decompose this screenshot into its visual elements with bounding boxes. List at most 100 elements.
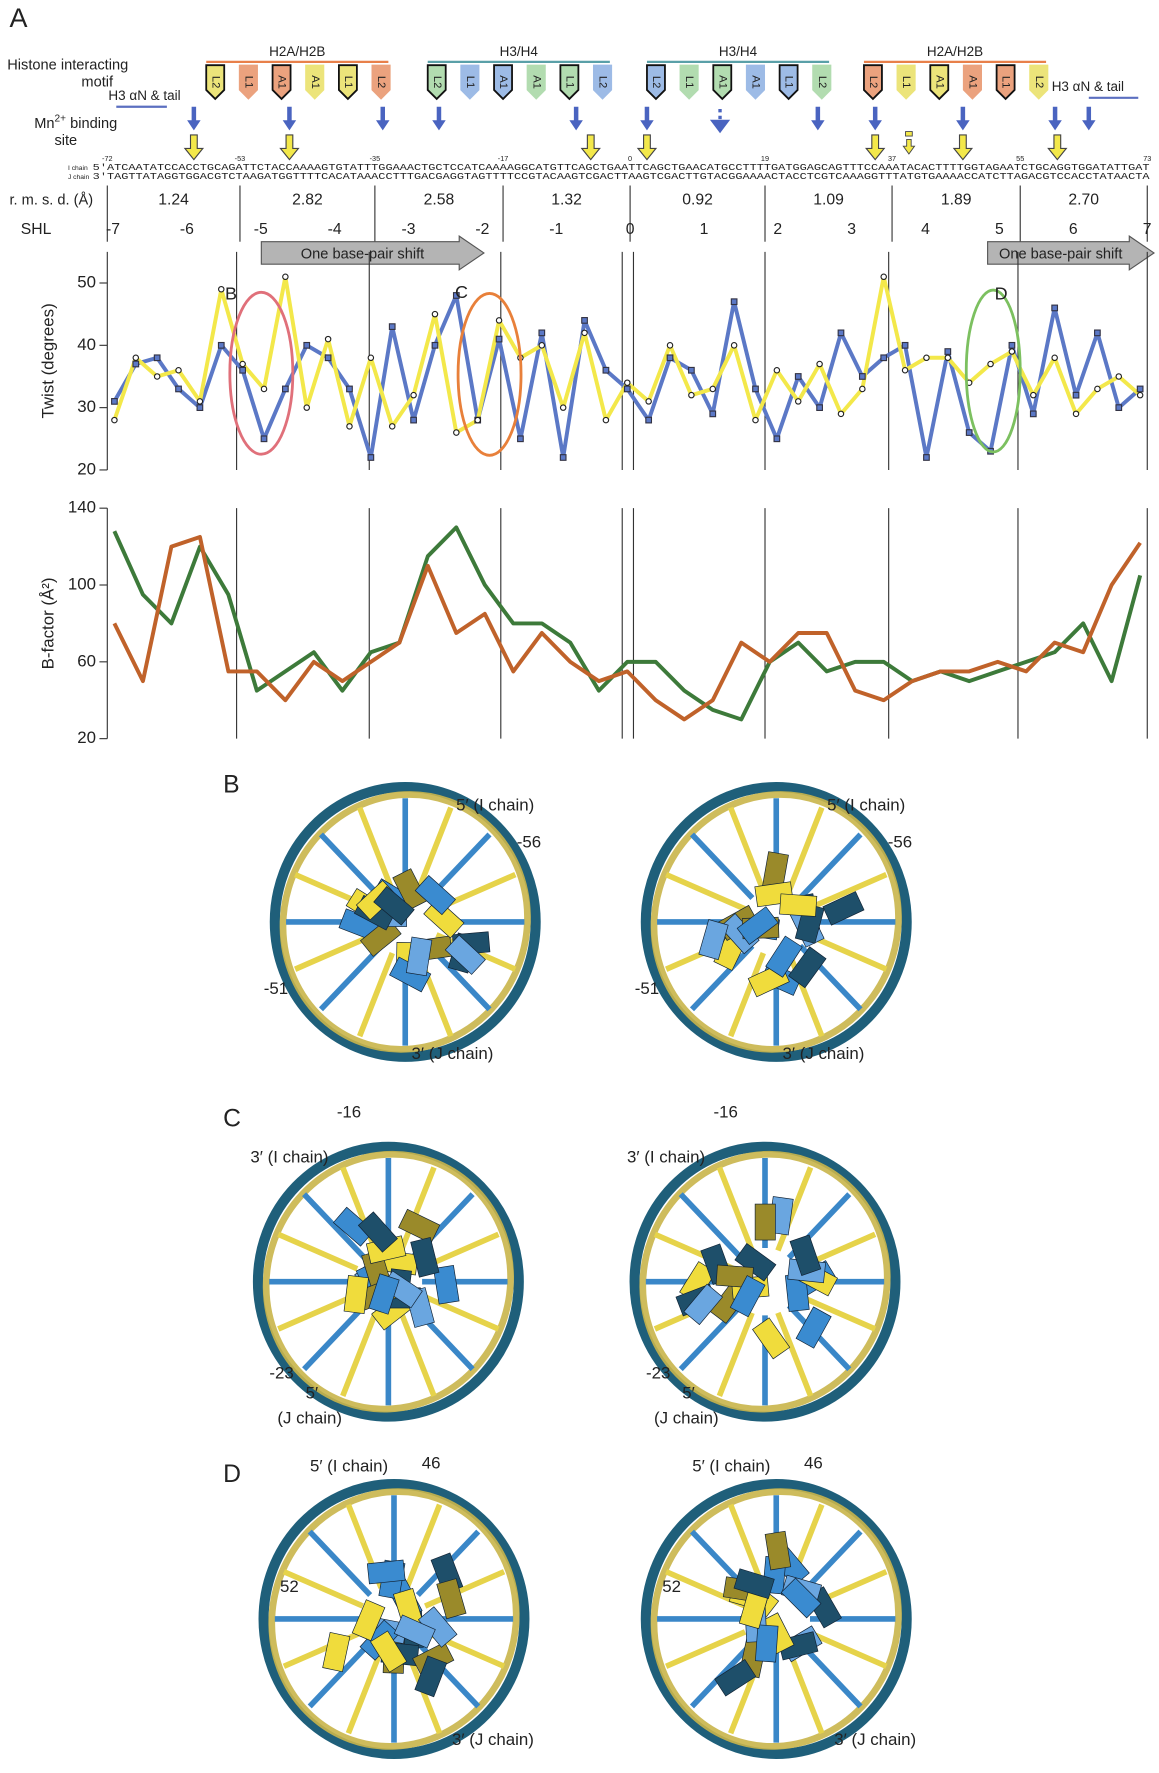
marker	[495, 335, 503, 343]
marker	[1029, 410, 1037, 418]
rmsd-value: 1.32	[551, 192, 582, 209]
dna-backbone	[258, 1478, 530, 1759]
marker	[709, 385, 717, 393]
marker	[1051, 354, 1058, 362]
dna-image	[640, 1478, 912, 1759]
marker	[816, 404, 823, 412]
rmsd-value: 2.82	[292, 192, 323, 209]
dna-spoke	[806, 932, 888, 972]
motif-label: L2	[431, 76, 443, 89]
chain-label: I chain	[68, 165, 88, 172]
dna-base	[789, 1234, 822, 1276]
marker	[1136, 391, 1144, 399]
marker	[901, 341, 909, 349]
dna-image	[269, 781, 541, 1062]
y-tick-label: 50	[77, 272, 96, 291]
dna-base	[795, 1306, 832, 1349]
structure-label: (J chain)	[277, 1408, 342, 1427]
marker	[965, 429, 973, 436]
dna-base	[714, 1659, 757, 1697]
y-tick-label: 20	[77, 728, 96, 747]
annotation-label: C	[455, 282, 468, 302]
motif-label: L1	[342, 76, 354, 89]
marker	[581, 317, 588, 324]
motif-title: motif	[81, 75, 114, 91]
dna-backbone	[279, 791, 531, 1053]
marker	[880, 273, 887, 281]
marker	[410, 391, 417, 399]
marker	[517, 435, 524, 443]
marker	[538, 342, 546, 349]
sequence: 3'TAGTTATAGGTGGACGTCTAAGATGGTTTTCACATAAA…	[93, 172, 1151, 182]
marker	[688, 391, 695, 399]
dna-spoke	[302, 1303, 367, 1372]
shl-value: 2	[773, 221, 782, 238]
marker	[666, 354, 674, 362]
dna-base	[754, 1203, 776, 1241]
marker	[453, 429, 460, 436]
marker	[303, 341, 311, 349]
chain-label: J chain	[68, 174, 90, 181]
motif-box	[712, 64, 733, 101]
shl-value: 3	[847, 221, 856, 238]
y-axis-label: B-factor (Å²)	[38, 578, 57, 670]
marker	[324, 335, 332, 343]
marker	[602, 416, 610, 424]
y-tick-label: 140	[68, 498, 96, 517]
dna-spoke	[775, 1311, 814, 1397]
marker	[1115, 404, 1123, 412]
rmsd-value: 1.09	[813, 192, 844, 209]
mn-arrow	[569, 106, 583, 131]
structure-label: -16	[713, 1102, 737, 1121]
mn-arrow	[956, 106, 970, 131]
panel-label: C	[223, 1106, 241, 1133]
motif-box	[592, 64, 613, 100]
dna-base	[398, 1208, 441, 1244]
panel-label: B	[223, 772, 240, 799]
marker	[773, 435, 781, 443]
dna-spoke	[689, 832, 755, 901]
dna-spoke	[786, 1649, 825, 1735]
motif-box	[896, 64, 916, 100]
dna-base	[370, 1630, 408, 1673]
dna-base	[788, 946, 827, 989]
structure-label: 3′ (J chain)	[783, 1044, 865, 1063]
dna-base	[433, 1265, 460, 1305]
marker	[880, 354, 888, 362]
dna-base	[733, 1568, 775, 1600]
dna-spoke	[786, 952, 825, 1038]
dna-image	[629, 1141, 901, 1422]
dna-spoke	[716, 1311, 755, 1397]
marker	[730, 342, 738, 349]
marker	[196, 404, 204, 412]
motif-box	[962, 64, 982, 100]
sequence-position: 73	[1143, 154, 1151, 163]
y-tick-label: 100	[68, 574, 96, 593]
marker	[730, 298, 738, 306]
structure-label: 3′ (I chain)	[250, 1147, 328, 1166]
structure-label: -56	[517, 833, 541, 852]
marker	[1051, 304, 1059, 312]
structure-label: -51	[264, 979, 288, 998]
sequence-position: 55	[1016, 154, 1024, 163]
motif-box	[679, 64, 699, 100]
structure-label: 5′ (I chain)	[310, 1457, 388, 1476]
dna-spoke	[678, 1192, 744, 1260]
mn-arrow	[1048, 106, 1062, 131]
dna-spoke	[806, 1629, 888, 1669]
structure-label: 5′	[682, 1384, 695, 1403]
shift-label: One base-pair shift	[999, 247, 1122, 263]
sequence: 5'ATCAATATCCACCTGCAGATTCTACCAAAAGTGTATTT…	[93, 163, 1151, 173]
motif-box	[371, 64, 391, 100]
dna-spoke	[307, 1640, 373, 1709]
shl-value: -4	[328, 221, 342, 238]
dna-base	[436, 1578, 467, 1620]
dna-base	[322, 1631, 351, 1673]
marker	[623, 385, 631, 393]
marker	[1072, 410, 1080, 418]
motif-box	[238, 64, 258, 100]
motif-label: A1	[276, 75, 288, 89]
shl-value: -1	[549, 221, 563, 238]
marker	[388, 423, 396, 430]
marker	[923, 354, 930, 362]
